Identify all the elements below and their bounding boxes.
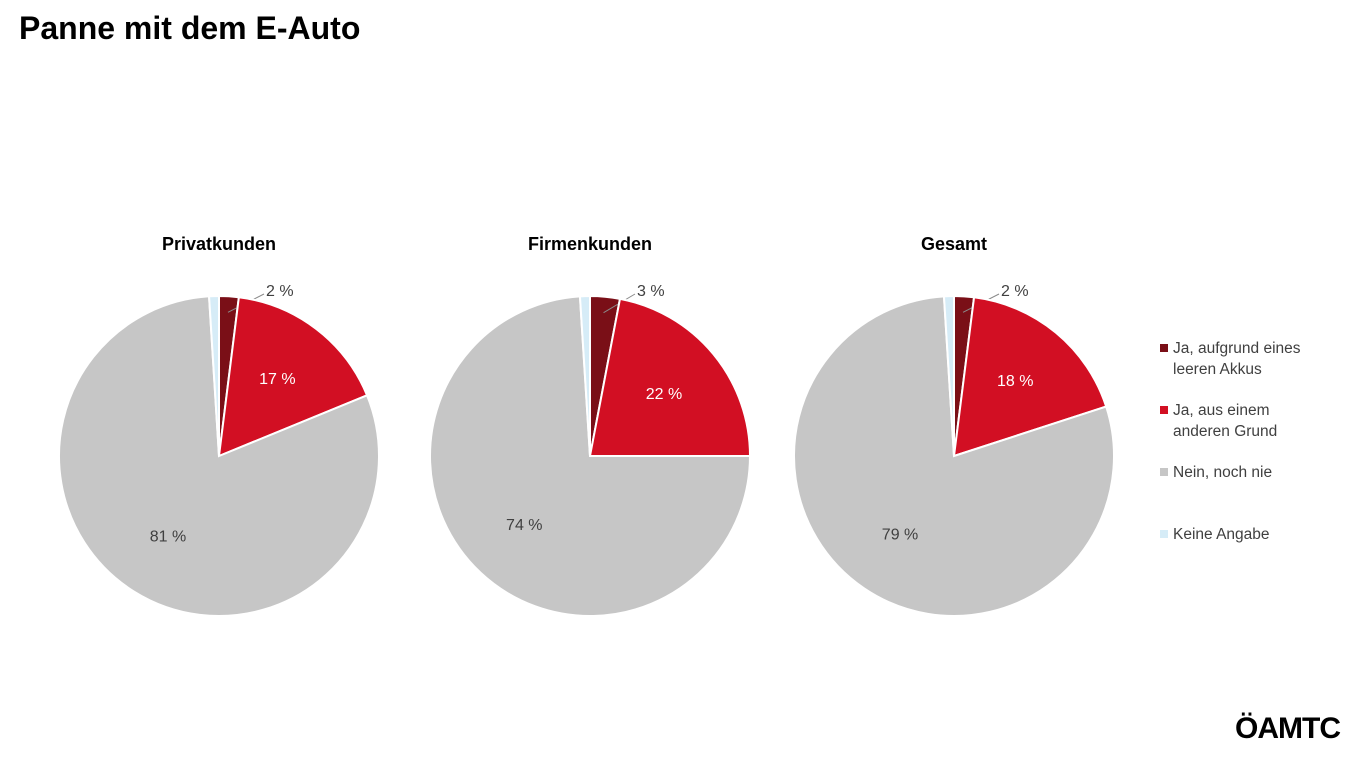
data-label: 22 % (646, 386, 682, 403)
data-label: 2 % (266, 283, 294, 300)
pie-slice (429, 295, 752, 617)
pie-slice (942, 294, 955, 457)
legend-swatch (1160, 406, 1168, 414)
data-label: 74 % (506, 517, 542, 534)
chart-title: Gesamt (921, 234, 987, 254)
legend-label: Nein, noch nie (1173, 464, 1273, 481)
pie-slice (793, 295, 1115, 617)
legend-label: Ja, aufgrund eines leeren Akkus (1173, 340, 1301, 378)
data-label: 2 % (1001, 283, 1029, 300)
pie-slice (217, 296, 369, 458)
chart-title: Firmenkunden (528, 234, 652, 254)
pie-slice (58, 295, 380, 617)
data-label: 17 % (259, 371, 295, 388)
data-label: 81 % (150, 529, 186, 546)
pie-slice (207, 294, 220, 457)
legend-swatch (1160, 344, 1168, 352)
pie-slice (588, 297, 752, 457)
legend-swatch (1160, 468, 1168, 476)
legend-label: Ja, aus einem anderen Grund (1173, 402, 1278, 440)
legend-label: Keine Angabe (1173, 526, 1270, 543)
logo: ÖAMTC (1235, 712, 1341, 745)
legend-swatch (1160, 530, 1168, 538)
data-label: 18 % (997, 373, 1033, 390)
data-label: 79 % (882, 527, 918, 544)
page-title: Panne mit dem E-Auto (19, 10, 361, 46)
pie-slice (578, 294, 591, 457)
pie-slice (952, 296, 1108, 458)
chart-title: Privatkunden (162, 234, 276, 254)
data-label: 3 % (637, 283, 665, 300)
